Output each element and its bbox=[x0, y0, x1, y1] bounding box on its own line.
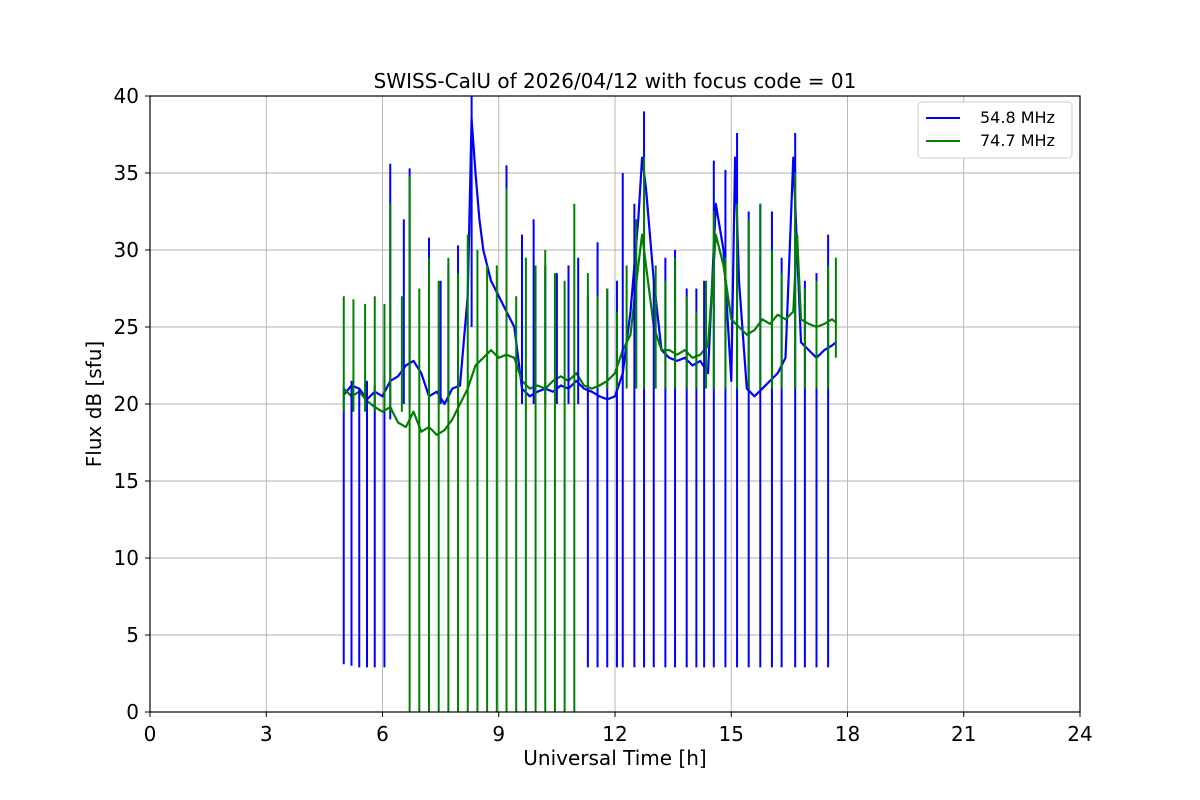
chart-title: SWISS-CalU of 2026/04/12 with focus code… bbox=[374, 69, 857, 93]
spike-lines bbox=[342, 96, 837, 712]
axis-ticks: 0 3 6 9 12 15 18 21 24 0 5 10 15 20 25 30 35 40 bbox=[114, 84, 1093, 746]
legend-label-54-8-mhz: 54.8 MHz bbox=[980, 108, 1055, 127]
y-tick-label-0: 0 bbox=[126, 700, 139, 724]
legend-label-74-7-mhz: 74.7 MHz bbox=[980, 131, 1055, 150]
x-tick-label-18: 18 bbox=[835, 722, 860, 746]
grid-lines bbox=[150, 96, 1080, 712]
x-tick-label-12: 12 bbox=[602, 722, 627, 746]
x-tick-label-24: 24 bbox=[1067, 722, 1092, 746]
y-tick-label-20: 20 bbox=[114, 392, 139, 416]
x-tick-label-6: 6 bbox=[376, 722, 389, 746]
x-axis-label: Universal Time [h] bbox=[523, 746, 706, 770]
x-tick-label-3: 3 bbox=[260, 722, 273, 746]
series-line-54-8-mhz bbox=[342, 117, 838, 406]
y-tick-label-40: 40 bbox=[114, 84, 139, 108]
legend: 54.8 MHz 74.7 MHz bbox=[917, 101, 1073, 159]
y-tick-label-35: 35 bbox=[114, 161, 139, 185]
y-tick-label-25: 25 bbox=[114, 315, 139, 339]
y-tick-label-30: 30 bbox=[114, 238, 139, 262]
y-tick-label-15: 15 bbox=[114, 469, 139, 493]
legend-box bbox=[917, 101, 1073, 159]
y-tick-label-5: 5 bbox=[126, 623, 139, 647]
y-axis-label: Flux dB [sfu] bbox=[82, 341, 106, 467]
x-tick-label-0: 0 bbox=[144, 722, 157, 746]
x-tick-label-21: 21 bbox=[951, 722, 976, 746]
x-tick-label-15: 15 bbox=[719, 722, 744, 746]
x-tick-label-9: 9 bbox=[492, 722, 505, 746]
y-tick-label-10: 10 bbox=[114, 546, 139, 570]
